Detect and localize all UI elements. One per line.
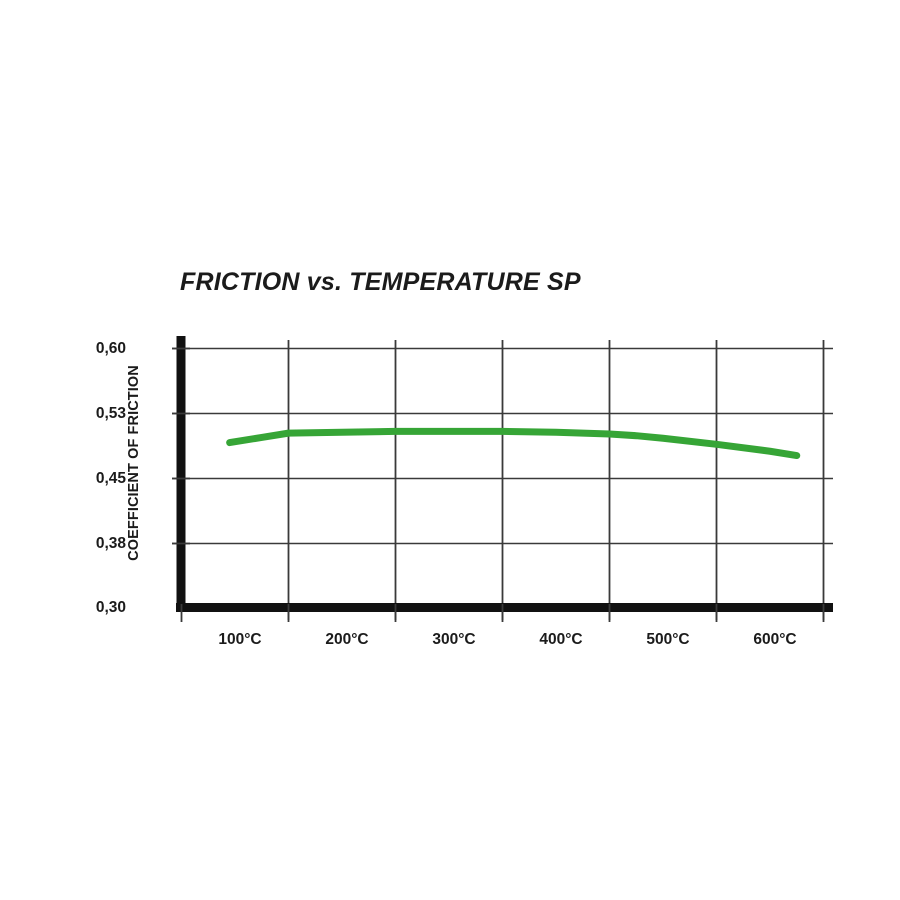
y-tick-label-030: 0,30	[95, 599, 126, 616]
x-tick-label-500c: 500°C	[646, 631, 690, 648]
y-tick-label-038: 0,38	[95, 535, 126, 552]
x-tick-label-600c: 600°C	[753, 631, 797, 648]
y-tick-label-060: 0,60	[95, 340, 126, 357]
x-tick-marks	[180, 604, 825, 622]
x-tick-label-200c: 200°C	[325, 631, 369, 648]
y-tick-label-053: 0,53	[95, 405, 126, 422]
x-tick-label-400c: 400°C	[539, 631, 583, 648]
chart-title: FRICTION vs. TEMPERATURE SP	[180, 268, 581, 296]
y-tick-marks	[172, 347, 190, 545]
data-series-line	[226, 427, 801, 460]
vertical-gridlines	[287, 340, 825, 620]
x-tick-label-300c: 300°C	[432, 631, 476, 648]
y-tick-label-045: 0,45	[95, 470, 126, 487]
x-tick-label-100c: 100°C	[218, 631, 262, 648]
